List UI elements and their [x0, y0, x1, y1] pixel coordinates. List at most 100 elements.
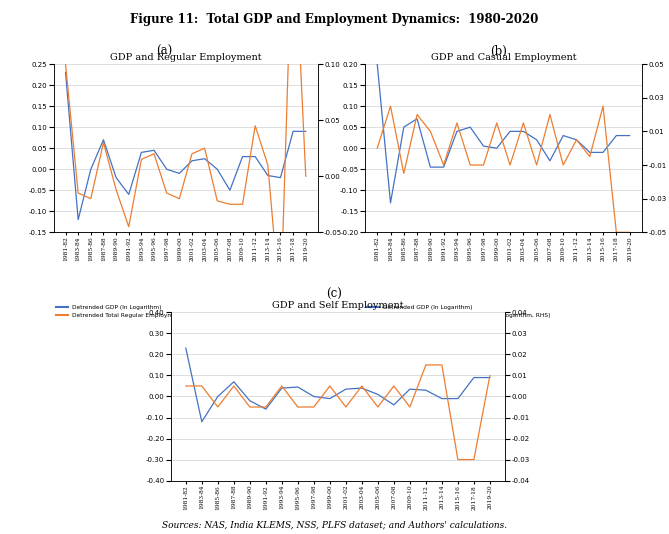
- Detrended GDP (In Logarithm): [546, 158, 554, 164]
- Line: Detrended GDP (In Logarithm): Detrended GDP (In Logarithm): [186, 348, 490, 422]
- Detrended Total Self Employment (In Logarithm, RHS): [229, 383, 237, 389]
- Detrended GDP (In Logarithm): [612, 132, 620, 139]
- Detrended Total Casual Employment (In Logarithm, RHS): [480, 162, 488, 168]
- Detrended Total Casual Employment (In Logarithm, RHS): [559, 162, 567, 168]
- Detrended Total Self Employment (In Logarithm, RHS): [390, 383, 398, 389]
- Detrended GDP (In Logarithm): [533, 137, 541, 143]
- Detrended Total Self Employment (In Logarithm, RHS): [406, 404, 414, 410]
- Detrended Total Regular Employment (In Logarithm, RHS): [188, 151, 196, 157]
- Title: GDP and Regular Employment: GDP and Regular Employment: [110, 53, 262, 62]
- Detrended Total Self Employment (In Logarithm, RHS): [278, 383, 286, 389]
- Line: Detrended GDP (In Logarithm): Detrended GDP (In Logarithm): [377, 64, 630, 203]
- Detrended GDP (In Logarithm): [201, 155, 209, 162]
- Detrended GDP (In Logarithm): [440, 164, 448, 170]
- Detrended Total Self Employment (In Logarithm, RHS): [438, 362, 446, 368]
- Detrended GDP (In Logarithm): [214, 393, 222, 399]
- Detrended GDP (In Logarithm): [406, 386, 414, 392]
- Detrended GDP (In Logarithm): [326, 395, 334, 402]
- Detrended Total Regular Employment (In Logarithm, RHS): [100, 139, 108, 146]
- Detrended Total Self Employment (In Logarithm, RHS): [326, 383, 334, 389]
- Detrended Total Self Employment (In Logarithm, RHS): [358, 383, 366, 389]
- Detrended Total Casual Employment (In Logarithm, RHS): [626, 229, 634, 235]
- Text: (b): (b): [490, 45, 507, 58]
- Detrended GDP (In Logarithm): [400, 124, 408, 130]
- Detrended GDP (In Logarithm): [251, 153, 259, 160]
- Detrended GDP (In Logarithm): [426, 164, 434, 170]
- Detrended GDP (In Logarithm): [486, 374, 494, 381]
- Detrended Total Casual Employment (In Logarithm, RHS): [573, 137, 581, 143]
- Detrended Total Casual Employment (In Logarithm, RHS): [586, 153, 594, 160]
- Detrended GDP (In Logarithm): [150, 147, 158, 153]
- Detrended Total Regular Employment (In Logarithm, RHS): [124, 223, 132, 230]
- Text: (a): (a): [156, 45, 172, 58]
- Detrended GDP (In Logarithm): [137, 149, 145, 155]
- Detrended Total Regular Employment (In Logarithm, RHS): [302, 173, 310, 179]
- Detrended GDP (In Logarithm): [358, 385, 366, 391]
- Detrended GDP (In Logarithm): [213, 166, 221, 172]
- Detrended GDP (In Logarithm): [626, 132, 634, 139]
- Text: Figure 11:  Total GDP and Employment Dynamics:  1980-2020: Figure 11: Total GDP and Employment Dyna…: [130, 13, 539, 26]
- Detrended Total Casual Employment (In Logarithm, RHS): [599, 103, 607, 109]
- Detrended Total Casual Employment (In Logarithm, RHS): [440, 162, 448, 168]
- Detrended Total Regular Employment (In Logarithm, RHS): [226, 201, 234, 207]
- Detrended Total Casual Employment (In Logarithm, RHS): [519, 120, 527, 126]
- Title: GDP and Casual Employment: GDP and Casual Employment: [431, 53, 576, 62]
- Detrended GDP (In Logarithm): [229, 379, 237, 385]
- Detrended Total Regular Employment (In Logarithm, RHS): [276, 308, 284, 314]
- Detrended Total Self Employment (In Logarithm, RHS): [214, 404, 222, 410]
- Detrended Total Self Employment (In Logarithm, RHS): [486, 372, 494, 379]
- Detrended Total Casual Employment (In Logarithm, RHS): [453, 120, 461, 126]
- Detrended Total Casual Employment (In Logarithm, RHS): [506, 162, 514, 168]
- Detrended GDP (In Logarithm): [289, 128, 297, 135]
- Detrended GDP (In Logarithm): [163, 166, 171, 172]
- Detrended Total Casual Employment (In Logarithm, RHS): [533, 162, 541, 168]
- Detrended GDP (In Logarithm): [276, 175, 284, 181]
- Detrended GDP (In Logarithm): [519, 128, 527, 135]
- Detrended GDP (In Logarithm): [466, 124, 474, 130]
- Detrended Total Casual Employment (In Logarithm, RHS): [373, 145, 381, 152]
- Detrended Total Regular Employment (In Logarithm, RHS): [175, 195, 183, 202]
- Detrended Total Regular Employment (In Logarithm, RHS): [264, 162, 272, 168]
- Detrended GDP (In Logarithm): [387, 200, 395, 206]
- Detrended GDP (In Logarithm): [264, 172, 272, 179]
- Detrended GDP (In Logarithm): [559, 132, 567, 139]
- Detrended Total Regular Employment (In Logarithm, RHS): [62, 61, 70, 67]
- Detrended GDP (In Logarithm): [239, 153, 247, 160]
- Detrended Total Self Employment (In Logarithm, RHS): [422, 362, 430, 368]
- Detrended Total Self Employment (In Logarithm, RHS): [182, 383, 190, 389]
- Detrended GDP (In Logarithm): [198, 419, 206, 425]
- Detrended Total Regular Employment (In Logarithm, RHS): [137, 156, 145, 162]
- Detrended Total Self Employment (In Logarithm, RHS): [342, 404, 350, 410]
- Text: Sources: NAS, India KLEMS, NSS, PLFS dataset; and Authors' calculations.: Sources: NAS, India KLEMS, NSS, PLFS dat…: [162, 521, 507, 530]
- Detrended Total Self Employment (In Logarithm, RHS): [470, 457, 478, 463]
- Detrended Total Regular Employment (In Logarithm, RHS): [112, 186, 120, 193]
- Detrended GDP (In Logarithm): [506, 128, 514, 135]
- Detrended GDP (In Logarithm): [226, 187, 234, 193]
- Detrended GDP (In Logarithm): [302, 128, 310, 135]
- Legend: Detrended GDP (In Logarithm), Detrended Total Casual Employment (In Logarithm, R: Detrended GDP (In Logarithm), Detrended …: [365, 303, 553, 321]
- Legend: Detrended GDP (In Logarithm), Detrended Total Regular Employment (In Logarithm, : Detrended GDP (In Logarithm), Detrended …: [54, 303, 245, 321]
- Detrended GDP (In Logarithm): [454, 395, 462, 402]
- Detrended Total Self Employment (In Logarithm, RHS): [294, 404, 302, 410]
- Detrended Total Self Employment (In Logarithm, RHS): [310, 404, 318, 410]
- Detrended GDP (In Logarithm): [422, 387, 430, 394]
- Detrended GDP (In Logarithm): [246, 397, 254, 404]
- Title: GDP and Self Employment: GDP and Self Employment: [272, 301, 403, 310]
- Detrended GDP (In Logarithm): [182, 345, 190, 351]
- Detrended Total Regular Employment (In Logarithm, RHS): [87, 195, 95, 202]
- Detrended Total Self Employment (In Logarithm, RHS): [374, 404, 382, 410]
- Detrended Total Self Employment (In Logarithm, RHS): [198, 383, 206, 389]
- Detrended GDP (In Logarithm): [262, 406, 270, 412]
- Detrended GDP (In Logarithm): [373, 61, 381, 67]
- Detrended GDP (In Logarithm): [493, 145, 501, 152]
- Detrended Total Regular Employment (In Logarithm, RHS): [239, 201, 247, 207]
- Detrended GDP (In Logarithm): [438, 395, 446, 402]
- Detrended Total Self Employment (In Logarithm, RHS): [262, 404, 270, 410]
- Text: (c): (c): [326, 288, 343, 301]
- Detrended GDP (In Logarithm): [453, 128, 461, 135]
- Detrended Total Self Employment (In Logarithm, RHS): [454, 457, 462, 463]
- Detrended GDP (In Logarithm): [374, 391, 382, 398]
- Detrended GDP (In Logarithm): [87, 166, 95, 172]
- Line: Detrended Total Casual Employment (In Logarithm, RHS): Detrended Total Casual Employment (In Lo…: [377, 106, 630, 232]
- Detrended Total Casual Employment (In Logarithm, RHS): [493, 120, 501, 126]
